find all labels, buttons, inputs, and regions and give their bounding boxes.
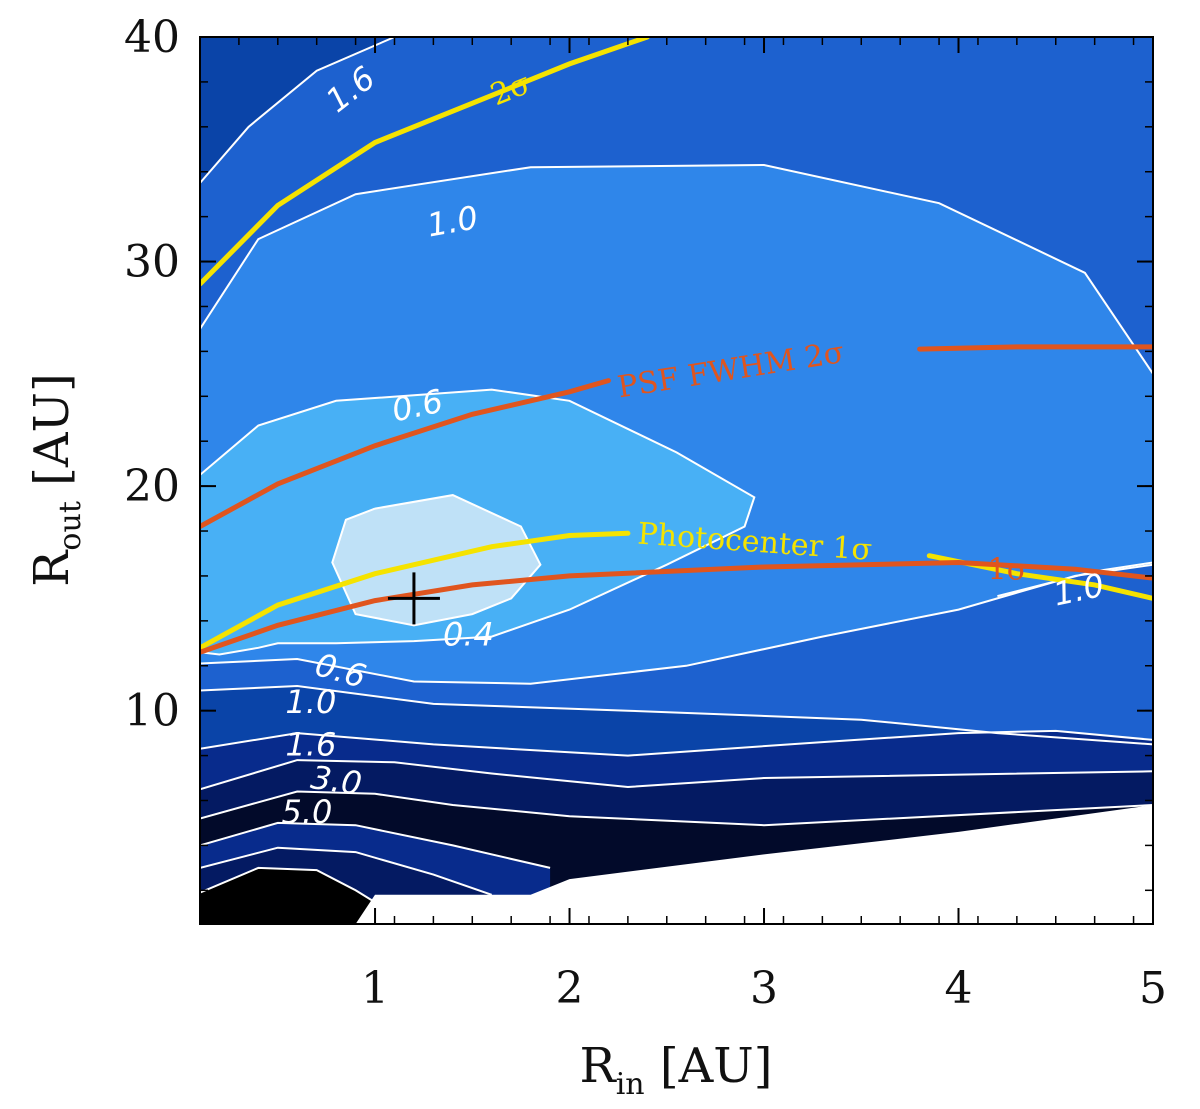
contour-line-9 bbox=[200, 790, 1153, 827]
axis-ticks: 1 2 3 4 5 10 20 30 40 bbox=[124, 12, 1167, 1014]
y-tick-label-3: 40 bbox=[124, 12, 180, 63]
overlay-curve-4 bbox=[917, 344, 1153, 352]
x-tick-label-1: 2 bbox=[556, 963, 584, 1014]
contour-line-12 bbox=[200, 866, 386, 910]
x-tick-label-2: 3 bbox=[750, 963, 778, 1014]
contour-line-8 bbox=[200, 759, 1153, 791]
plot-frame bbox=[199, 36, 1154, 925]
contour-line-4 bbox=[331, 494, 542, 627]
x-tick-label-4: 5 bbox=[1139, 963, 1167, 1014]
undefined-region bbox=[355, 805, 1153, 924]
contour-label-5: 1.0 bbox=[285, 683, 336, 721]
x-tick-label-3: 4 bbox=[945, 963, 973, 1014]
y-tick-label-1: 20 bbox=[124, 461, 180, 512]
overlay-curve-5 bbox=[200, 559, 1153, 655]
contour-line-11 bbox=[200, 846, 493, 896]
y-tick-label-2: 30 bbox=[124, 237, 180, 288]
fill-above-1.6 bbox=[200, 686, 1153, 756]
overlay-curve-3 bbox=[200, 378, 611, 529]
contour-lines bbox=[200, 37, 1153, 910]
best-fit-marker bbox=[387, 572, 440, 625]
contour-fills bbox=[200, 37, 1153, 924]
contour-label-6: 1.6 bbox=[285, 726, 336, 764]
annotation-3: 1σ bbox=[988, 552, 1028, 587]
y-axis-title: Rout [AU] bbox=[24, 373, 88, 586]
contour-label-8: 5.0 bbox=[282, 793, 333, 831]
overlay-curve-0 bbox=[200, 37, 650, 287]
contour-line-10 bbox=[200, 821, 551, 869]
fill-1.0-1.6 bbox=[200, 564, 1153, 745]
constraint-curves bbox=[200, 37, 1153, 655]
y-tick-label-0: 10 bbox=[124, 686, 180, 737]
contour-label-1: 1.0 bbox=[424, 198, 481, 244]
x-tick-label-0: 1 bbox=[361, 963, 389, 1014]
x-axis-title: Rin [AU] bbox=[580, 1038, 773, 1102]
contour-line-7 bbox=[200, 729, 1153, 757]
contour-label-3: 0.4 bbox=[443, 616, 494, 654]
contour-line-3 bbox=[200, 388, 756, 656]
overlay-curve-1 bbox=[200, 530, 631, 651]
y-axis-title-sub: out bbox=[53, 501, 88, 550]
contour-line-0 bbox=[200, 37, 395, 184]
y-axis-title-unit: [AU] bbox=[24, 373, 80, 501]
y-axis-title-main: R bbox=[24, 549, 80, 587]
contour-line-5 bbox=[200, 563, 1153, 685]
x-axis-title-sub: in bbox=[616, 1067, 645, 1102]
contour-line-1 bbox=[200, 163, 1153, 375]
x-axis-title-main: R bbox=[580, 1038, 618, 1094]
x-axis-title-unit: [AU] bbox=[645, 1038, 773, 1094]
fill-above-1.6 bbox=[200, 37, 395, 183]
contour-label-7: 3.0 bbox=[309, 758, 365, 803]
plot-area bbox=[200, 37, 1153, 924]
